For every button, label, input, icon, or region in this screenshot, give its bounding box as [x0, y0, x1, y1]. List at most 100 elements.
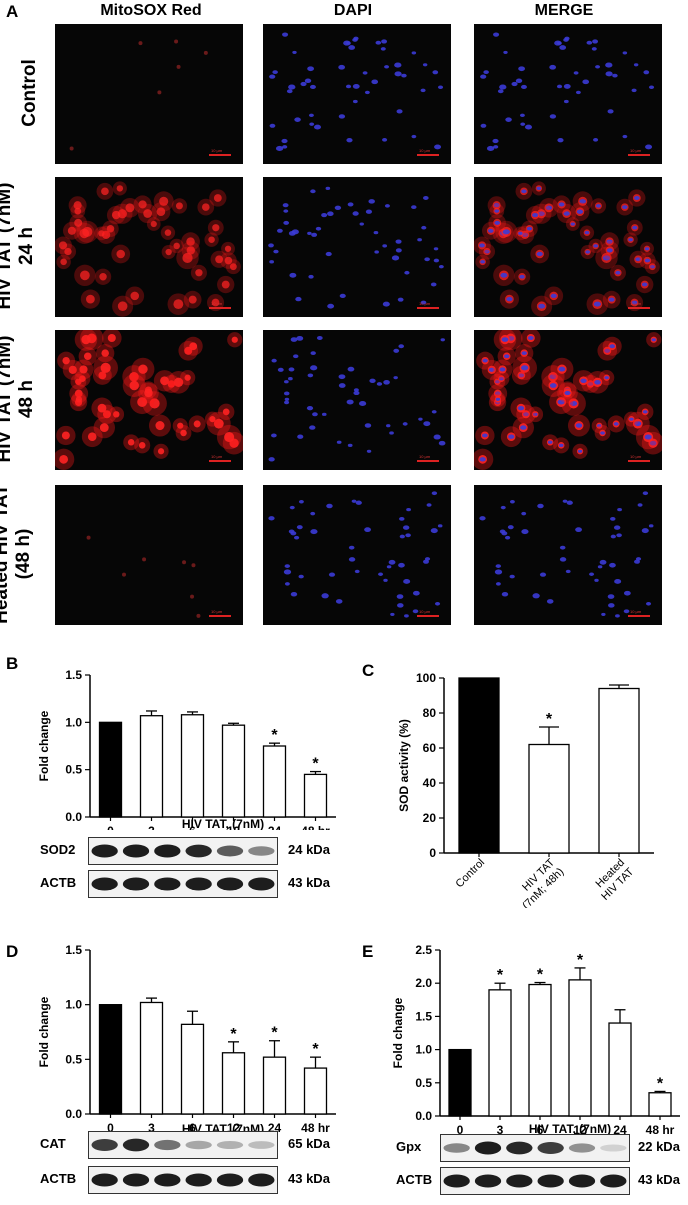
- micrograph-image: [480, 32, 655, 152]
- y-tick-label: 0.5: [415, 1076, 432, 1090]
- row-label-tat-24h: HIV TAT (7nM) 24 h: [0, 182, 37, 310]
- x-tick-label: 48 hr: [301, 824, 330, 830]
- x-tick-label: 0: [107, 1121, 114, 1135]
- blot-band: [91, 844, 118, 858]
- blot-d-cat: [88, 1131, 278, 1159]
- kda-label: 24 kDa: [288, 842, 330, 857]
- scale-bar: [209, 307, 231, 309]
- blot-band: [537, 1174, 564, 1188]
- significance-marker: *: [312, 756, 319, 773]
- blot-band: [216, 845, 244, 857]
- blot-band: [248, 846, 275, 856]
- blot-b-actb: [88, 870, 278, 898]
- blot-band: [248, 1173, 275, 1187]
- micrograph-image: [474, 330, 662, 470]
- y-axis-label: Fold change: [37, 710, 51, 781]
- scale-bar-label: 10 µm: [419, 148, 431, 153]
- blot-band: [154, 877, 181, 891]
- blot-band: [216, 1173, 244, 1187]
- bar: [139, 1001, 164, 1115]
- significance-marker: *: [546, 711, 553, 728]
- blot-band: [600, 1144, 627, 1152]
- y-tick-label: 1.5: [65, 668, 82, 682]
- x-tick-label: 48 hr: [646, 1123, 675, 1135]
- bar: [598, 687, 640, 854]
- bar: [458, 677, 500, 854]
- kda-label: 65 kDa: [288, 1136, 330, 1151]
- error-bar: [654, 1090, 666, 1093]
- column-title-merge: MERGE: [534, 2, 594, 19]
- bar: [98, 721, 123, 818]
- significance-marker: *: [312, 1041, 319, 1058]
- blot-band: [154, 1173, 181, 1187]
- scale-bar-label: 10 µm: [630, 454, 642, 459]
- blot-band: [185, 1173, 212, 1187]
- error-bar: [269, 742, 280, 746]
- x-tick-label: 6: [537, 1123, 544, 1135]
- bar: [262, 745, 287, 818]
- micrograph-image: [55, 330, 243, 470]
- row-label-control: Control: [19, 59, 40, 127]
- scale-bar: [209, 615, 231, 617]
- blot-label: ACTB: [396, 1172, 433, 1187]
- y-tick-label: 60: [423, 741, 437, 755]
- blot-label: CAT: [40, 1136, 66, 1151]
- chart-c: 0 20 40 60 80 100 SOD activity (%) Control * HIV …: [397, 671, 654, 908]
- error-bar: [187, 711, 198, 715]
- error-bar: [146, 710, 157, 716]
- blot-band: [122, 1138, 150, 1152]
- micrograph-r2-c2: 10 µm: [474, 330, 662, 470]
- x-tick-label: 24: [268, 824, 282, 830]
- blot-band: [248, 1141, 275, 1149]
- scale-bar-label: 10 µm: [630, 301, 642, 306]
- blot-band: [122, 1173, 150, 1187]
- error-bar: [614, 1009, 626, 1024]
- x-tick-label: HIV TAT(7nM; 48h): [511, 856, 566, 908]
- panel-e-letter: E: [362, 942, 374, 961]
- row-label-heated-tat: Heated HIV TAT (48 h): [0, 484, 34, 624]
- blot-b-sod2: [88, 837, 278, 865]
- micrograph-r2-c1: 10 µm: [263, 330, 451, 470]
- blot-band: [154, 844, 181, 858]
- scale-bar-label: 10 µm: [211, 609, 223, 614]
- y-tick-label: 0.0: [65, 1107, 82, 1121]
- y-tick-label: 1.0: [415, 1043, 432, 1057]
- bar: [648, 1092, 672, 1117]
- x-tick-label: 3: [148, 1121, 155, 1135]
- y-tick-label: 1.0: [65, 715, 82, 729]
- bar: [303, 773, 328, 818]
- micrograph-image: [474, 181, 660, 317]
- significance-marker: *: [230, 1026, 237, 1043]
- micrograph-r0-c2: 10 µm: [474, 24, 662, 164]
- bar: [180, 1023, 205, 1115]
- blot-band: [91, 877, 118, 891]
- blot-label: ACTB: [40, 875, 77, 890]
- column-title-dapi: DAPI: [333, 2, 373, 19]
- x-tick-label: 6: [189, 824, 196, 830]
- scale-bar: [417, 460, 439, 462]
- y-tick-label: 0: [429, 846, 436, 860]
- blot-e-gpx: [440, 1134, 630, 1162]
- panel-b-letter: B: [6, 654, 19, 673]
- micrograph-r3-c2: 10 µm: [474, 485, 662, 625]
- scale-bar: [417, 154, 439, 156]
- x-tick-label: 6: [189, 1121, 196, 1135]
- blot-band: [443, 1143, 470, 1153]
- blot-d-actb: [88, 1166, 278, 1194]
- x-tick-label: 0: [457, 1123, 464, 1135]
- bar: [528, 983, 552, 1117]
- scale-bar-label: 10 µm: [630, 148, 642, 153]
- y-axis-label: Fold change: [37, 996, 51, 1067]
- y-tick-label: 100: [416, 671, 436, 685]
- bar: [139, 715, 164, 818]
- micrograph-r1-c0: 10 µm: [55, 177, 243, 317]
- bar: [568, 979, 592, 1117]
- x-tick-label: 12: [573, 1123, 587, 1135]
- x-tick-label: 0: [107, 824, 114, 830]
- significance-marker: *: [537, 967, 544, 984]
- bar: [180, 714, 205, 818]
- significance-marker: *: [577, 952, 584, 969]
- blot-band: [600, 1174, 627, 1188]
- significance-marker: *: [497, 967, 504, 984]
